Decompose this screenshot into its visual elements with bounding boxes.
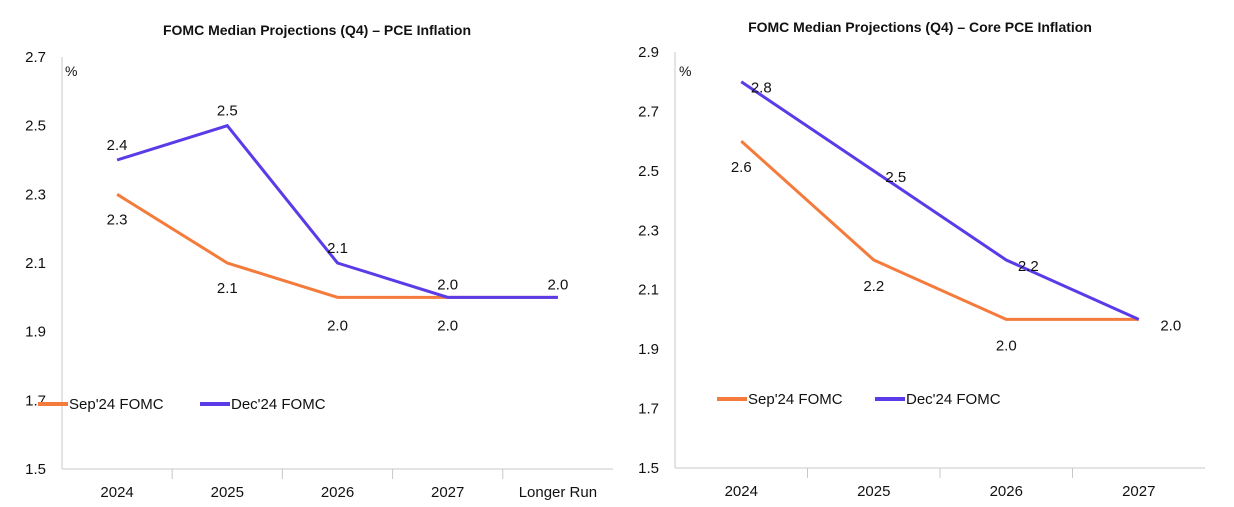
- y-tick-label: 2.5: [25, 118, 46, 135]
- data-label: 2.1: [217, 280, 238, 297]
- chart-title: FOMC Median Projections (Q4) – PCE Infla…: [163, 22, 471, 38]
- y-tick-label: 2.7: [25, 49, 46, 66]
- x-tick-label: Longer Run: [519, 484, 597, 501]
- unit-label: %: [679, 63, 691, 79]
- x-tick-label: 2025: [857, 483, 890, 500]
- legend-label: Sep'24 FOMC: [748, 391, 843, 408]
- x-tick-label: 2024: [725, 483, 758, 500]
- x-tick-label: 2027: [1122, 483, 1155, 500]
- chart-title: FOMC Median Projections (Q4) – Core PCE …: [748, 19, 1092, 35]
- data-label: 2.0: [1160, 317, 1181, 334]
- y-tick-label: 2.3: [25, 186, 46, 203]
- x-tick-label: 2026: [321, 484, 354, 501]
- x-tick-label: 2027: [431, 484, 464, 501]
- data-label: 2.1: [327, 240, 348, 257]
- data-label: 2.0: [437, 276, 458, 293]
- y-tick-label: 1.5: [638, 460, 659, 477]
- data-label: 2.0: [547, 276, 568, 293]
- y-tick-label: 1.9: [638, 341, 659, 358]
- data-label: 2.8: [751, 80, 772, 97]
- data-label: 2.6: [731, 159, 752, 176]
- y-tick-label: 1.7: [25, 392, 46, 409]
- y-tick-label: 1.5: [25, 461, 46, 478]
- y-tick-label: 2.1: [25, 255, 46, 272]
- data-label: 2.5: [885, 169, 906, 186]
- y-tick-label: 2.1: [638, 282, 659, 299]
- y-tick-label: 2.3: [638, 222, 659, 239]
- x-tick-label: 2025: [211, 484, 244, 501]
- data-label: 2.0: [437, 317, 458, 334]
- data-label: 2.5: [217, 103, 238, 120]
- series-line: [740, 140, 1139, 321]
- legend-label: Dec'24 FOMC: [231, 396, 326, 413]
- y-tick-label: 2.9: [638, 44, 659, 61]
- legend-label: Sep'24 FOMC: [69, 396, 164, 413]
- data-label: 2.0: [327, 317, 348, 334]
- data-label: 2.2: [863, 278, 884, 295]
- y-tick-label: 1.9: [25, 324, 46, 341]
- series-line: [740, 80, 1140, 321]
- data-label: 2.4: [107, 137, 128, 154]
- legend-label: Dec'24 FOMC: [906, 391, 1001, 408]
- x-tick-label: 2026: [990, 483, 1023, 500]
- unit-label: %: [65, 63, 77, 79]
- y-tick-label: 2.5: [638, 163, 659, 180]
- series-line: [116, 123, 558, 299]
- chart-pce: FOMC Median Projections (Q4) – PCE Infla…: [25, 22, 613, 501]
- chart-core-pce: FOMC Median Projections (Q4) – Core PCE …: [638, 19, 1205, 500]
- data-label: 2.2: [1018, 258, 1039, 275]
- y-tick-label: 1.7: [638, 401, 659, 418]
- x-tick-label: 2024: [100, 484, 133, 501]
- data-label: 2.3: [107, 211, 128, 228]
- data-label: 2.0: [996, 337, 1017, 354]
- y-tick-label: 2.7: [638, 103, 659, 120]
